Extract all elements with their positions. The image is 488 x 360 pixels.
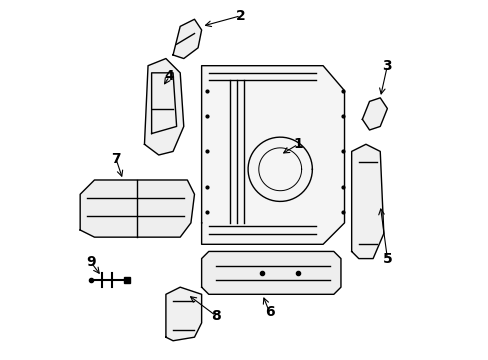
Text: 6: 6 [264,305,274,319]
Text: 3: 3 [382,59,391,73]
Text: 4: 4 [164,69,174,84]
Polygon shape [80,180,194,237]
Text: 7: 7 [111,152,121,166]
Text: 5: 5 [382,252,391,266]
Text: 8: 8 [211,309,221,323]
Polygon shape [362,98,386,130]
Polygon shape [173,19,201,59]
Polygon shape [165,287,201,341]
Text: 2: 2 [236,9,245,23]
Polygon shape [201,251,340,294]
Polygon shape [201,66,344,244]
Text: 1: 1 [293,137,303,151]
Polygon shape [351,144,383,258]
Text: 9: 9 [86,255,96,269]
Polygon shape [144,59,183,155]
